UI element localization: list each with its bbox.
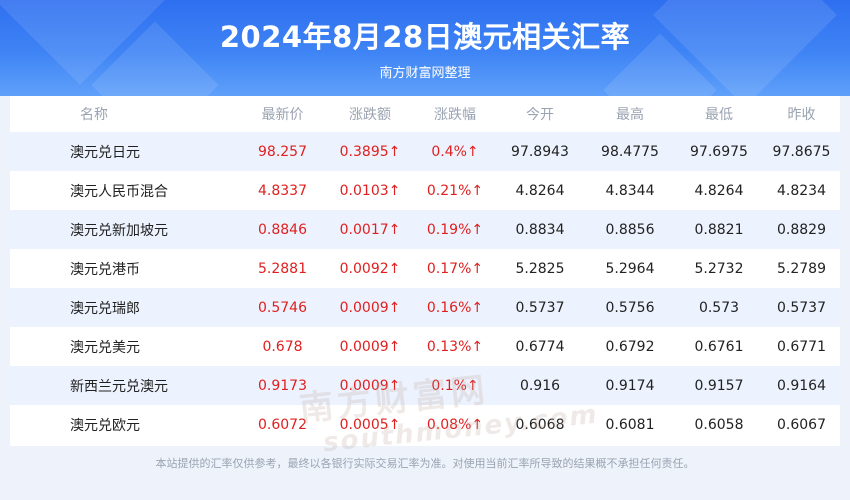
cell-change: 0.3895↑ (339, 143, 401, 160)
cell-change: 0.0009↑ (339, 299, 401, 316)
table-row: 新西兰元兑澳元 0.9173 0.0009↑ 0.1%↑ 0.916 0.9174 0.91… (10, 366, 840, 405)
cell-open: 5.2825 (515, 260, 565, 277)
column-header-pct: 涨跌幅 (434, 107, 476, 123)
cell-name: 新西兰元兑澳元 (70, 378, 168, 395)
page-subtitle: 南方财富网整理 (379, 66, 471, 81)
cell-change: 0.0017↑ (339, 221, 401, 238)
cell-open: 0.5737 (515, 299, 565, 316)
column-header-change: 涨跌额 (349, 107, 391, 123)
cell-low: 0.6058 (694, 416, 744, 433)
cell-prev: 97.8675 (772, 143, 831, 160)
cell-high: 0.8856 (605, 221, 655, 238)
table-row: 澳元兑瑞郎 0.5746 0.0009↑ 0.16%↑ 0.5737 0.5756 0.57… (10, 288, 840, 327)
cell-name: 澳元人民币混合 (70, 183, 168, 200)
table-row: 澳元兑新加坡元 0.8846 0.0017↑ 0.19%↑ 0.8834 0.8856 0.… (10, 210, 840, 249)
cell-low: 0.573 (698, 299, 740, 316)
cell-change: 0.0092↑ (339, 260, 401, 277)
cell-prev: 4.8234 (777, 182, 826, 199)
cell-high: 98.4775 (601, 143, 659, 160)
table-row: 澳元人民币混合 4.8337 0.0103↑ 0.21%↑ 4.8264 4.8344 4.… (10, 171, 840, 210)
table-row: 澳元兑美元 0.678 0.0009↑ 0.13%↑ 0.6774 0.6792 0.676… (10, 327, 840, 366)
cell-pct: 0.08%↑ (426, 416, 484, 433)
cell-open: 97.8943 (511, 143, 569, 160)
cell-latest: 0.8846 (258, 221, 307, 238)
cell-pct: 0.13%↑ (426, 338, 484, 355)
column-header-high: 最高 (616, 107, 644, 123)
table-row: 澳元兑欧元 0.6072 0.0005↑ 0.08%↑ 0.6068 0.6081 0.60… (10, 405, 840, 444)
cell-pct: 0.4%↑ (431, 143, 479, 160)
cell-prev: 0.9164 (777, 377, 826, 394)
cell-name: 澳元兑美元 (70, 339, 140, 356)
cell-high: 0.5756 (605, 299, 655, 316)
cell-open: 0.6774 (515, 338, 565, 355)
cell-latest: 0.678 (262, 338, 303, 355)
cell-pct: 0.1%↑ (431, 377, 479, 394)
cell-change: 0.0005↑ (339, 416, 401, 433)
column-header-name: 名称 (80, 107, 108, 123)
cell-name: 澳元兑日元 (70, 144, 140, 161)
page-header: 2024年8月28日澳元相关汇率 南方财富网整理 (0, 0, 850, 96)
rates-table: 名称 最新价 涨跌额 涨跌幅 今开 最高 最低 昨收 澳元兑日元 98.257 0.… (10, 96, 840, 458)
table-row: 澳元兑港币 5.2881 0.0092↑ 0.17%↑ 5.2825 5.2964 5.27… (10, 249, 840, 288)
cell-prev: 0.8829 (777, 221, 826, 238)
cell-latest: 4.8337 (258, 182, 307, 199)
cell-pct: 0.17%↑ (426, 260, 484, 277)
cell-change: 0.0009↑ (339, 377, 401, 394)
column-header-prev: 昨收 (787, 107, 816, 123)
page-title: 2024年8月28日澳元相关汇率 (219, 20, 631, 54)
cell-name: 澳元兑港币 (70, 261, 140, 278)
cell-low: 0.8821 (694, 221, 744, 238)
cell-low: 97.6975 (690, 143, 748, 160)
column-header-low: 最低 (705, 107, 733, 123)
cell-high: 0.9174 (605, 377, 655, 394)
cell-open: 0.916 (519, 377, 561, 394)
cell-name: 澳元兑欧元 (70, 417, 140, 434)
cell-latest: 0.6072 (258, 416, 307, 433)
table-row: 澳元兑日元 98.257 0.3895↑ 0.4%↑ 97.8943 98.4775 97.… (10, 132, 840, 171)
cell-change: 0.0103↑ (339, 182, 401, 199)
cell-pct: 0.16%↑ (426, 299, 484, 316)
cell-open: 4.8264 (515, 182, 565, 199)
cell-low: 5.2732 (694, 260, 744, 277)
column-header-latest: 最新价 (261, 107, 304, 123)
cell-latest: 5.2881 (258, 260, 307, 277)
cell-low: 0.6761 (694, 338, 744, 355)
cell-low: 4.8264 (694, 182, 744, 199)
cell-open: 0.8834 (515, 221, 565, 238)
cell-prev: 5.2789 (777, 260, 826, 277)
cell-change: 0.0009↑ (339, 338, 401, 355)
cell-low: 0.9157 (694, 377, 744, 394)
cell-latest: 98.257 (258, 143, 307, 160)
cell-latest: 0.9173 (258, 377, 307, 394)
cell-prev: 0.6067 (777, 416, 826, 433)
cell-pct: 0.21%↑ (426, 182, 484, 199)
cell-high: 0.6792 (605, 338, 655, 355)
column-header-open: 今开 (526, 107, 554, 123)
cell-latest: 0.5746 (258, 299, 307, 316)
cell-prev: 0.6771 (777, 338, 826, 355)
cell-high: 5.2964 (605, 260, 655, 277)
disclaimer-footer: 本站提供的汇率仅供参考，最终以各银行实际交易汇率为准。对使用当前汇率所导致的结果… (155, 457, 695, 470)
cell-name: 澳元兑瑞郎 (70, 300, 140, 317)
cell-pct: 0.19%↑ (426, 221, 484, 238)
cell-prev: 0.5737 (777, 299, 826, 316)
cell-high: 0.6081 (605, 416, 655, 433)
cell-name: 澳元兑新加坡元 (70, 222, 168, 239)
cell-open: 0.6068 (515, 416, 565, 433)
table-header-row: 名称 最新价 涨跌额 涨跌幅 今开 最高 最低 昨收 (10, 96, 840, 132)
cell-high: 4.8344 (605, 182, 655, 199)
